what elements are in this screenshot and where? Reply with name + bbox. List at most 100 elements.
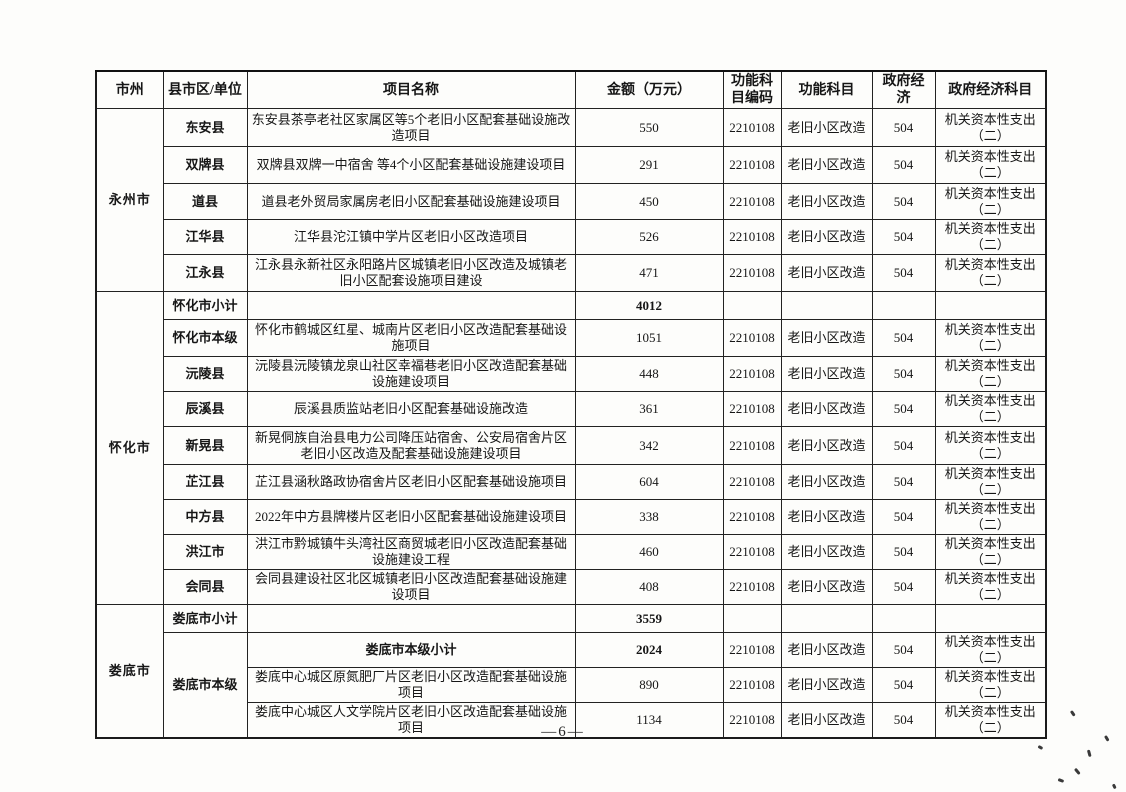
- code-cell: 2210108: [722, 426, 782, 465]
- code-cell: 2210108: [722, 219, 782, 255]
- econ-subject-cell: 机关资本性支出（二）: [934, 183, 1047, 220]
- subject-cell: [780, 604, 873, 633]
- city-cell: 怀化市: [95, 291, 164, 605]
- scan-artifact: [1087, 749, 1092, 757]
- table-row: 会同县 会同县建设社区北区城镇老旧小区改造配套基础设施建设项目 408 2210…: [96, 569, 1047, 605]
- econ-code-cell: 504: [871, 146, 936, 184]
- project-cell: 新晃侗族自治县电力公司降压站宿舍、公安局宿舍片区老旧小区改造及配套基础设施建设项…: [246, 426, 576, 465]
- amount-cell: 342: [574, 426, 724, 465]
- scan-artifact: [1037, 744, 1044, 750]
- amount-cell: 471: [574, 254, 724, 292]
- project-cell: 道县老外贸局家属房老旧小区配套基础设施建设项目: [246, 183, 576, 220]
- col-header-econ: 政府经济: [871, 70, 936, 109]
- amount-cell: 890: [574, 667, 724, 703]
- header-row: 市州 县市区/单位 项目名称 金额（万元） 功能科目编码 功能科目 政府经济 政…: [95, 70, 1047, 109]
- amount-cell: 460: [574, 534, 724, 570]
- code-cell: 2210108: [722, 499, 782, 535]
- subject-cell: 老旧小区改造: [780, 108, 873, 147]
- county-cell: 洪江市: [162, 534, 248, 570]
- table-row: 双牌县 双牌县双牌一中宿舍 等4个小区配套基础设施建设项目 291 221010…: [96, 146, 1047, 184]
- subject-cell: 老旧小区改造: [780, 183, 873, 220]
- city-cell: 娄底市: [95, 604, 164, 739]
- subject-cell: 老旧小区改造: [780, 146, 873, 184]
- amount-cell: 526: [574, 219, 724, 255]
- code-cell: 2210108: [722, 534, 782, 570]
- scan-artifact: [1070, 710, 1076, 717]
- econ-code-cell: 504: [871, 499, 936, 535]
- page-number: —6—: [541, 724, 585, 740]
- project-cell: 怀化市鹤城区红星、城南片区老旧小区改造配套基础设施项目: [246, 319, 576, 357]
- amount-cell: 4012: [574, 291, 724, 320]
- econ-code-cell: 504: [871, 632, 936, 668]
- county-cell: 会同县: [162, 569, 248, 605]
- city-cell: 永州市: [95, 108, 164, 292]
- amount-cell: 1051: [574, 319, 724, 357]
- code-cell: 2210108: [722, 108, 782, 147]
- econ-code-cell: [871, 291, 936, 320]
- amount-cell: 2024: [574, 632, 724, 668]
- county-cell: 辰溪县: [162, 391, 248, 427]
- budget-table: 市州 县市区/单位 项目名称 金额（万元） 功能科目编码 功能科目 政府经济 政…: [95, 70, 1047, 739]
- econ-subject-cell: 机关资本性支出（二）: [934, 319, 1047, 357]
- table-row: 江永县 江永县永新社区永阳路片区城镇老旧小区改造及城镇老旧小区配套设施项目建设 …: [96, 254, 1047, 292]
- econ-code-cell: 504: [871, 464, 936, 500]
- econ-code-cell: 504: [871, 254, 936, 292]
- table-row-subtotal: 娄底市 娄底市小计 3559: [95, 604, 1047, 739]
- col-header-econ-subject: 政府经济科目: [934, 70, 1047, 109]
- project-cell: 江永县永新社区永阳路片区城镇老旧小区改造及城镇老旧小区配套设施项目建设: [246, 254, 576, 292]
- county-cell: 中方县: [162, 499, 248, 535]
- econ-code-cell: 504: [871, 319, 936, 357]
- econ-subject-cell: 机关资本性支出（二）: [934, 356, 1047, 392]
- amount-cell: 448: [574, 356, 724, 392]
- code-cell: [722, 604, 782, 633]
- table-row: 中方县 2022年中方县牌楼片区老旧小区配套基础设施建设项目 338 22101…: [96, 499, 1047, 535]
- amount-cell: 361: [574, 391, 724, 427]
- amount-cell: 3559: [574, 604, 724, 633]
- econ-subject-cell: 机关资本性支出（二）: [934, 569, 1047, 605]
- col-header-code: 功能科目编码: [722, 70, 782, 109]
- county-cell: 娄底市本级: [162, 632, 248, 739]
- project-cell: 双牌县双牌一中宿舍 等4个小区配套基础设施建设项目: [246, 146, 576, 184]
- subject-cell: 老旧小区改造: [780, 667, 873, 703]
- project-cell: [246, 604, 576, 633]
- project-cell: 2022年中方县牌楼片区老旧小区配套基础设施建设项目: [246, 499, 576, 535]
- amount-cell: 550: [574, 108, 724, 147]
- project-cell: 洪江市黔城镇牛头湾社区商贸城老旧小区改造配套基础设施建设工程: [246, 534, 576, 570]
- subject-cell: 老旧小区改造: [780, 632, 873, 668]
- col-header-project: 项目名称: [246, 70, 576, 109]
- code-cell: 2210108: [722, 667, 782, 703]
- code-cell: 2210108: [722, 146, 782, 184]
- code-cell: 2210108: [722, 356, 782, 392]
- county-cell: 娄底市小计: [162, 604, 248, 633]
- econ-subject-cell: [934, 604, 1047, 633]
- econ-subject-cell: 机关资本性支出（二）: [934, 632, 1047, 668]
- econ-code-cell: 504: [871, 667, 936, 703]
- econ-subject-cell: 机关资本性支出（二）: [934, 254, 1047, 292]
- table-row: 江华县 江华县沱江镇中学片区老旧小区改造项目 526 2210108 老旧小区改…: [96, 219, 1047, 255]
- econ-code-cell: 504: [871, 426, 936, 465]
- econ-code-cell: 504: [871, 108, 936, 147]
- econ-code-cell: 504: [871, 356, 936, 392]
- econ-subject-cell: 机关资本性支出（二）: [934, 464, 1047, 500]
- table-row: 怀化市本级 怀化市鹤城区红星、城南片区老旧小区改造配套基础设施项目 1051 2…: [96, 319, 1047, 357]
- subject-cell: 老旧小区改造: [780, 391, 873, 427]
- econ-subject-cell: 机关资本性支出（二）: [934, 667, 1047, 703]
- col-header-city: 市州: [95, 70, 164, 109]
- subject-cell: 老旧小区改造: [780, 464, 873, 500]
- code-cell: 2210108: [722, 569, 782, 605]
- county-cell: 怀化市本级: [162, 319, 248, 357]
- econ-subject-cell: [934, 291, 1047, 320]
- code-cell: 2210108: [722, 632, 782, 668]
- project-cell: 江华县沱江镇中学片区老旧小区改造项目: [246, 219, 576, 255]
- econ-code-cell: [871, 604, 936, 633]
- table-row: 道县 道县老外贸局家属房老旧小区配套基础设施建设项目 450 2210108 老…: [96, 183, 1047, 220]
- amount-cell: 450: [574, 183, 724, 220]
- econ-subject-cell: 机关资本性支出（二）: [934, 146, 1047, 184]
- subject-cell: 老旧小区改造: [780, 254, 873, 292]
- econ-code-cell: 504: [871, 702, 936, 739]
- code-cell: [722, 291, 782, 320]
- econ-subject-cell: 机关资本性支出（二）: [934, 499, 1047, 535]
- table-row: 沅陵县 沅陵县沅陵镇龙泉山社区幸福巷老旧小区改造配套基础设施建设项目 448 2…: [96, 356, 1047, 392]
- subject-cell: 老旧小区改造: [780, 219, 873, 255]
